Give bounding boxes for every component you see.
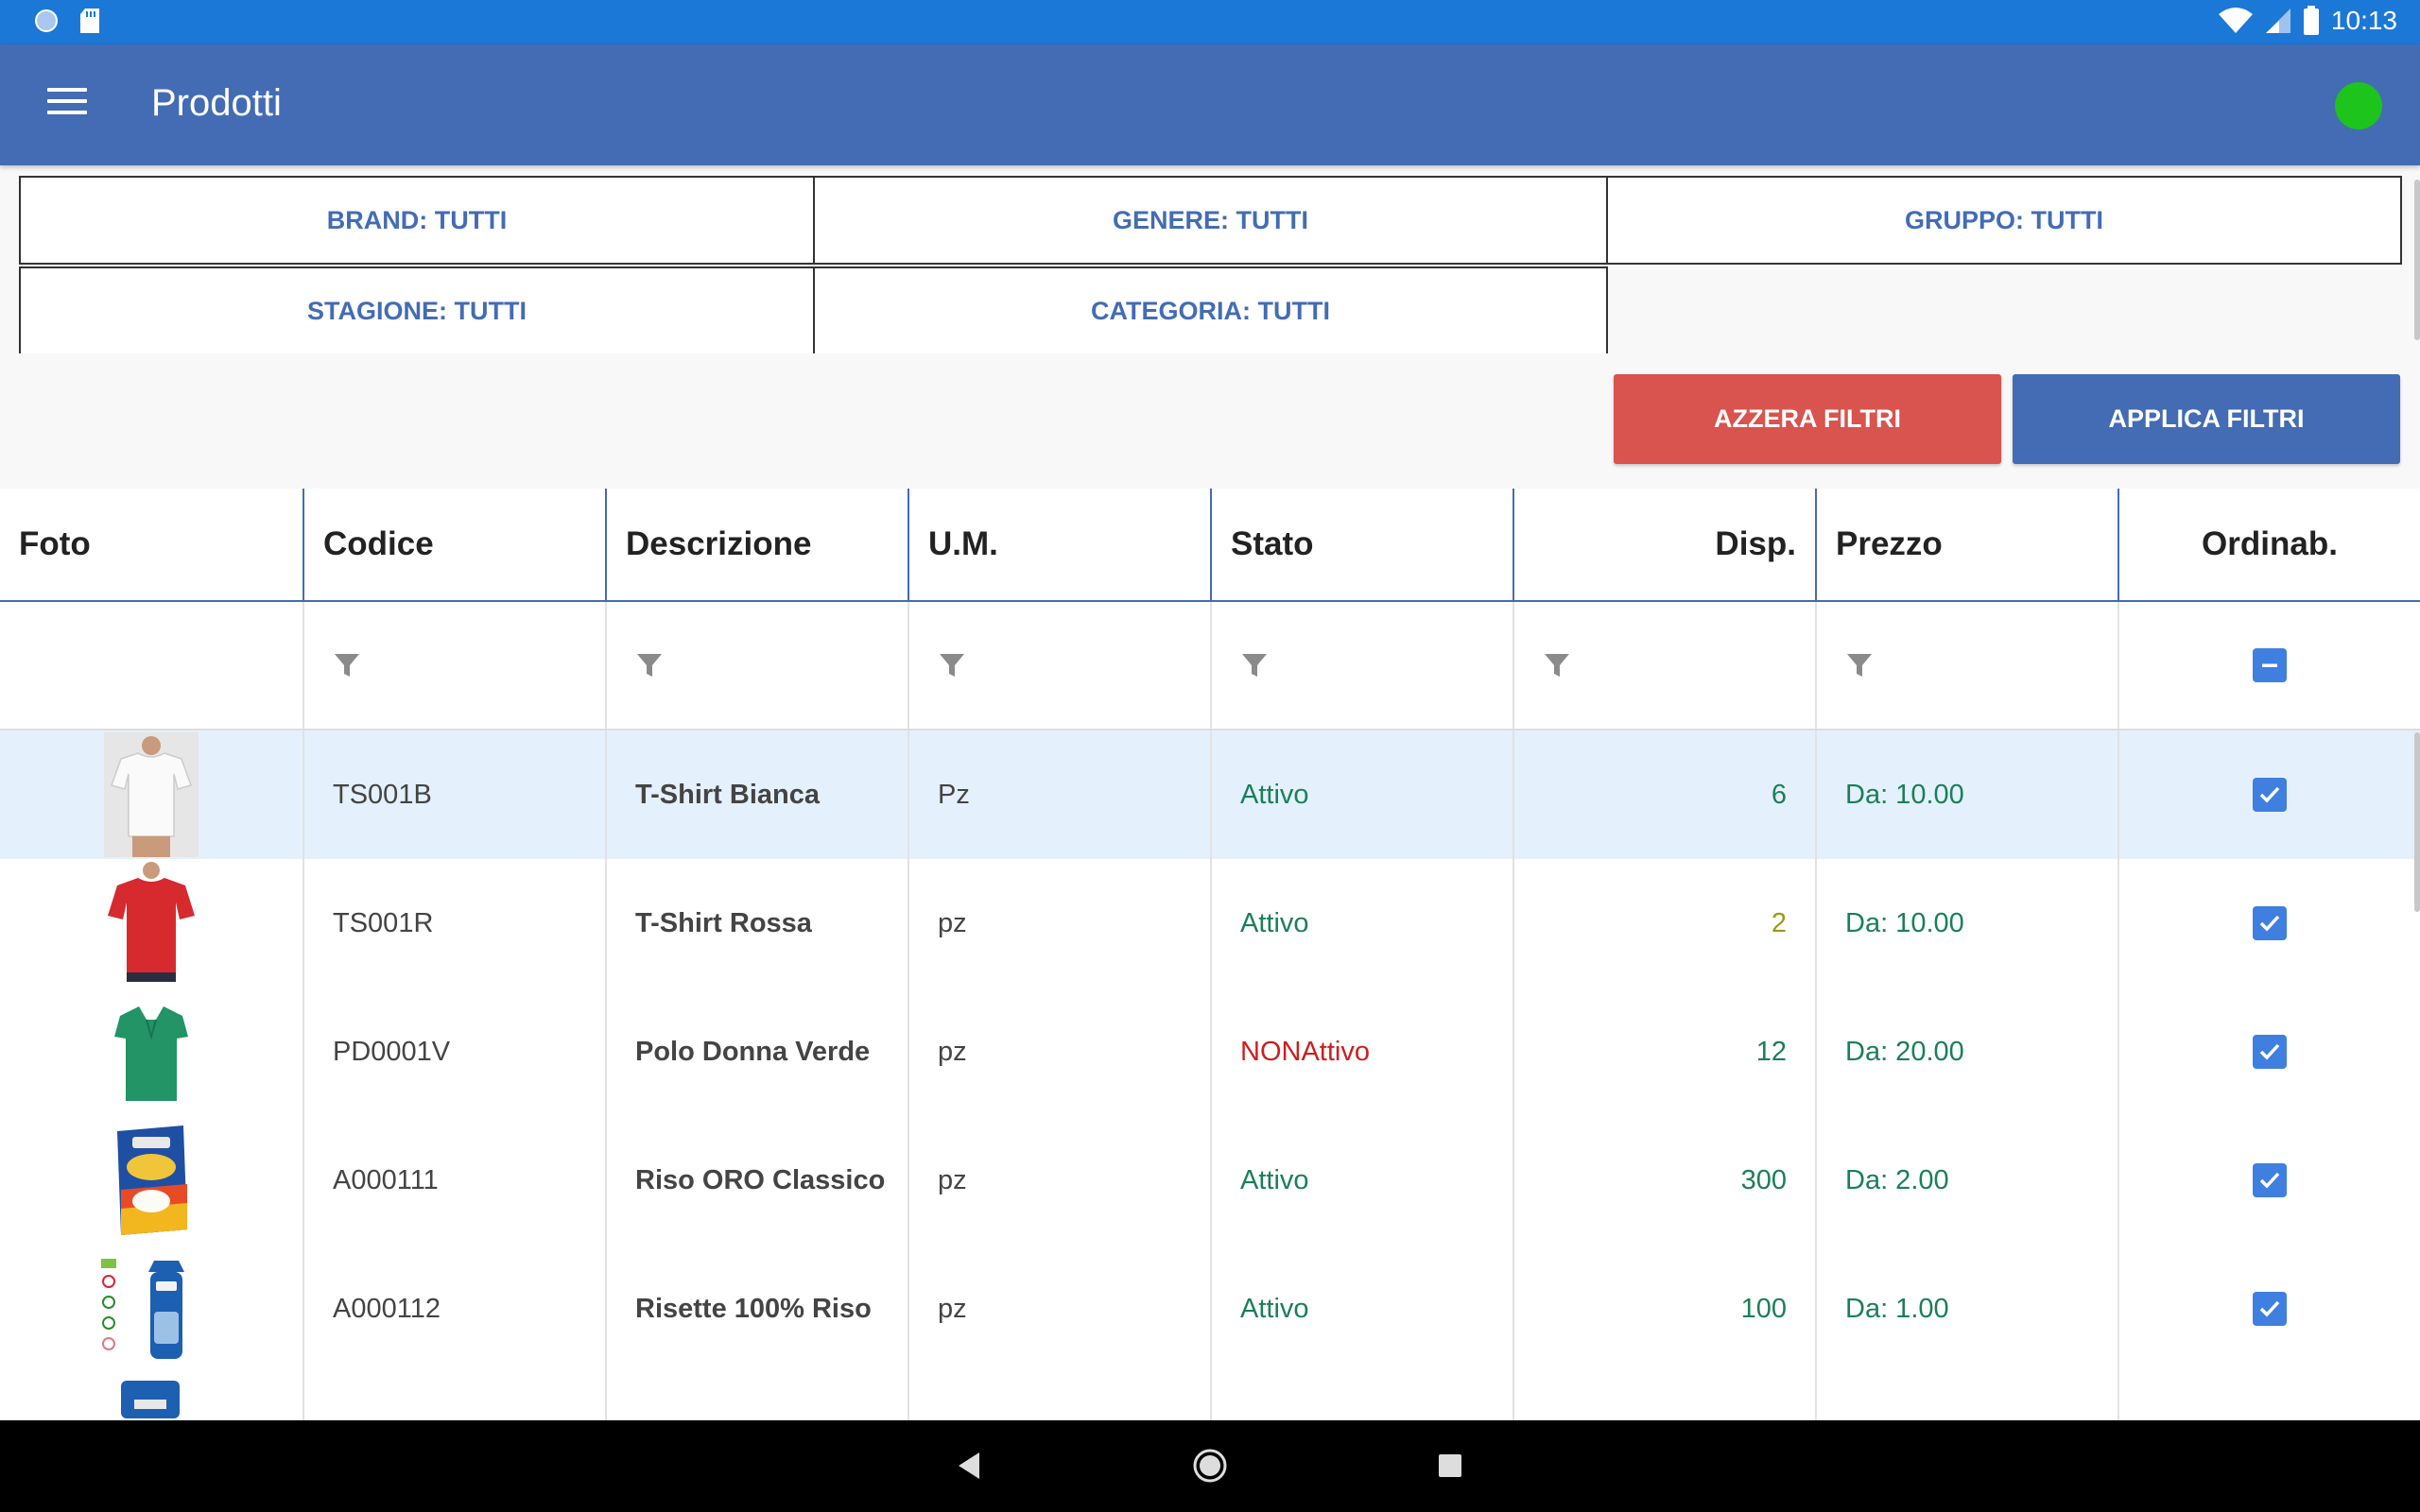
cell-signal-icon (2265, 9, 2290, 33)
product-price: Da: 10.00 (1817, 730, 2119, 859)
product-availability: 100 (1514, 1245, 1817, 1373)
table-row[interactable]: TS001R T-Shirt Rossa pz Attivo 2 Da: 10.… (0, 859, 2420, 989)
product-availability: 2 (1514, 859, 1817, 988)
system-navigation-bar (0, 1420, 2420, 1512)
product-status: Attivo (1212, 730, 1514, 859)
product-price: Da: 10.00 (1817, 859, 2119, 988)
product-description: T-Shirt Bianca (607, 730, 909, 859)
column-header-stato[interactable]: Stato (1231, 525, 1314, 562)
product-um: pz (909, 1116, 1212, 1245)
product-package-image (121, 1381, 180, 1418)
filter-funnel-icon[interactable] (938, 651, 966, 679)
product-description: Risette 100% Riso (607, 1245, 909, 1373)
orderable-checkbox[interactable] (2253, 1292, 2287, 1326)
gruppo-filter-button[interactable]: GRUPPO: TUTTI (1606, 176, 2402, 265)
product-photo (0, 988, 304, 1116)
product-um: pz (909, 859, 1212, 988)
column-header-foto[interactable]: Foto (19, 525, 91, 562)
product-um: pz (909, 988, 1212, 1116)
product-availability: 12 (1514, 988, 1817, 1116)
product-status: Attivo (1212, 859, 1514, 988)
page-title: Prodotti (151, 82, 282, 124)
product-um: pz (909, 1245, 1212, 1373)
product-photo (0, 1116, 304, 1245)
product-description: Riso ORO Classico (607, 1116, 909, 1245)
orderable-checkbox[interactable] (2253, 778, 2287, 812)
product-status: NONAttivo (1212, 988, 1514, 1116)
wifi-icon (2218, 8, 2253, 33)
table-header: Foto Codice Descrizione U.M. Stato Disp.… (0, 489, 2420, 602)
product-code: A000111 (304, 1116, 607, 1245)
orderable-checkbox[interactable] (2253, 1163, 2287, 1197)
table-row[interactable]: A000111 Riso ORO Classico pz Attivo 300 … (0, 1116, 2420, 1246)
recents-icon[interactable] (1437, 1452, 1463, 1479)
product-photo (0, 730, 304, 859)
filter-funnel-icon[interactable] (333, 651, 361, 679)
product-price: Da: 1.00 (1817, 1245, 2119, 1373)
apply-filters-button[interactable]: APPLICA FILTRI (2013, 374, 2400, 464)
product-price: Da: 2.00 (1817, 1116, 2119, 1245)
table-row[interactable]: A000112 Risette 100% Riso pz Attivo 100 … (0, 1245, 2420, 1375)
green-polo-image (114, 1006, 188, 1101)
hamburger-menu-icon[interactable] (47, 88, 87, 122)
reset-filters-button[interactable]: AZZERA FILTRI (1614, 374, 2001, 464)
app-bar: Prodotti (0, 44, 2420, 165)
rice-cakes-image (101, 1259, 184, 1359)
genere-filter-button[interactable]: GENERE: TUTTI (813, 176, 1608, 265)
stagione-filter-button[interactable]: STAGIONE: TUTTI (19, 266, 815, 353)
battery-icon (2303, 6, 2319, 35)
column-header-um[interactable]: U.M. (928, 525, 998, 562)
column-filter-row (0, 602, 2420, 730)
orderable-checkbox[interactable] (2253, 1035, 2287, 1069)
product-availability: 300 (1514, 1116, 1817, 1245)
column-header-disp[interactable]: Disp. (1715, 525, 1796, 562)
table-scrollbar[interactable] (2414, 732, 2420, 912)
home-icon[interactable] (1191, 1443, 1229, 1488)
column-header-ordinabile[interactable]: Ordinab. (2202, 525, 2338, 562)
back-icon[interactable] (951, 1447, 989, 1485)
product-photo (0, 859, 304, 988)
table-row[interactable]: PD0001V Polo Donna Verde pz NONAttivo 12… (0, 988, 2420, 1118)
filter-funnel-icon[interactable] (1240, 651, 1269, 679)
product-photo (0, 1373, 304, 1420)
notification-circle-icon (35, 9, 58, 32)
table-row-partial[interactable] (0, 1373, 2420, 1420)
red-tshirt-image (108, 862, 195, 982)
product-photo (0, 1245, 304, 1373)
product-status: Attivo (1212, 1116, 1514, 1245)
select-all-indeterminate-checkbox[interactable] (2253, 648, 2287, 682)
product-price: Da: 20.00 (1817, 988, 2119, 1116)
product-code: PD0001V (304, 988, 607, 1116)
filter-funnel-icon[interactable] (635, 651, 664, 679)
product-code: TS001R (304, 859, 607, 988)
sd-card-icon (80, 9, 99, 33)
online-status-indicator (2335, 82, 2382, 129)
product-code: A000112 (304, 1245, 607, 1373)
product-status: Attivo (1212, 1245, 1514, 1373)
column-header-prezzo[interactable]: Prezzo (1836, 525, 1943, 562)
products-table: Foto Codice Descrizione U.M. Stato Disp.… (0, 489, 2420, 1420)
product-availability: 6 (1514, 730, 1817, 859)
table-row[interactable]: TS001B T-Shirt Bianca Pz Attivo 6 Da: 10… (0, 730, 2420, 861)
product-code: TS001B (304, 730, 607, 859)
filters-scrollbar[interactable] (2414, 180, 2420, 340)
orderable-checkbox[interactable] (2253, 906, 2287, 940)
column-header-codice[interactable]: Codice (323, 525, 434, 562)
white-tshirt-image (104, 732, 199, 857)
product-description: T-Shirt Rossa (607, 859, 909, 988)
rice-box-image (117, 1125, 187, 1235)
system-status-bar: 10:13 (0, 0, 2420, 44)
product-um: Pz (909, 730, 1212, 859)
filter-funnel-icon[interactable] (1845, 651, 1874, 679)
brand-filter-button[interactable]: BRAND: TUTTI (19, 176, 815, 265)
product-description: Polo Donna Verde (607, 988, 909, 1116)
column-header-descrizione[interactable]: Descrizione (626, 525, 812, 562)
categoria-filter-button[interactable]: CATEGORIA: TUTTI (813, 266, 1608, 353)
filter-funnel-icon[interactable] (1543, 651, 1571, 679)
clock: 10:13 (2330, 6, 2397, 35)
